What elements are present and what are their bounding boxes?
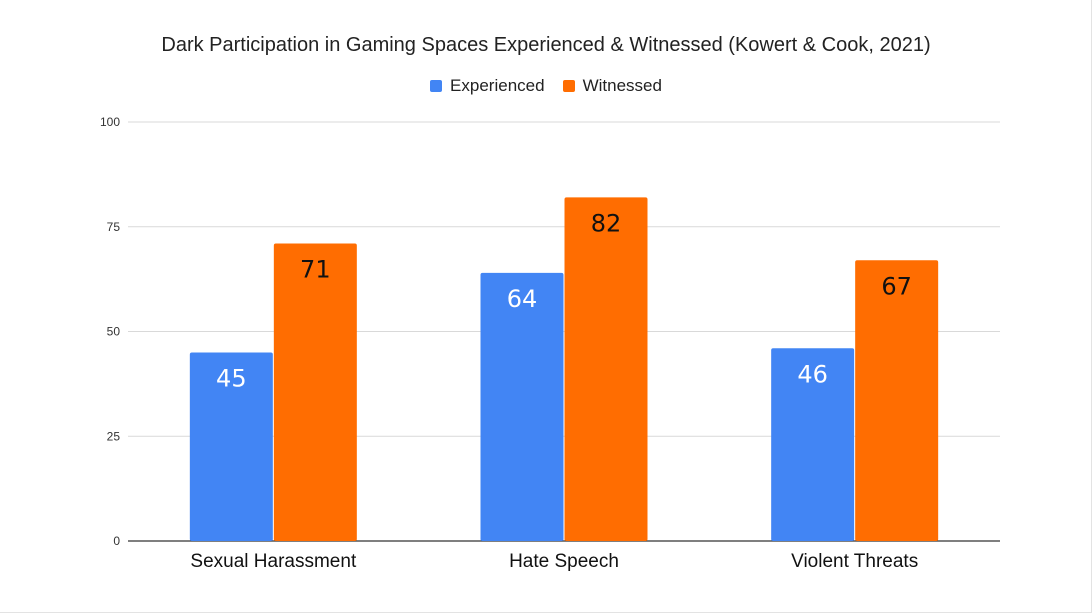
y-tick-label-25: 25 xyxy=(107,429,121,443)
y-tick-label-50: 50 xyxy=(107,325,121,339)
data-label-witnessed-violent-threats: 67 xyxy=(881,272,912,300)
bar-witnessed-hate-speech xyxy=(564,197,648,542)
legend-item-experienced: Experienced xyxy=(430,76,545,96)
bar-witnessed-sexual-harassment xyxy=(273,243,357,541)
x-tick-label-hate-speech: Hate Speech xyxy=(509,551,619,572)
legend: Experienced Witnessed xyxy=(0,76,1092,96)
y-tick-label-0: 0 xyxy=(113,534,120,548)
chart-title: Dark Participation in Gaming Spaces Expe… xyxy=(161,34,931,56)
y-tick-label-75: 75 xyxy=(107,220,121,234)
data-label-experienced-violent-threats: 46 xyxy=(797,360,828,388)
data-label-witnessed-hate-speech: 82 xyxy=(591,209,622,237)
legend-label-experienced: Experienced xyxy=(450,76,545,95)
bar-experienced-sexual-harassment xyxy=(189,352,273,541)
y-tick-label-100: 100 xyxy=(100,115,120,129)
legend-swatch-witnessed xyxy=(562,80,575,92)
legend-item-witnessed: Witnessed xyxy=(562,76,662,96)
data-label-experienced-hate-speech: 64 xyxy=(507,285,538,313)
bar-experienced-hate-speech xyxy=(480,272,564,541)
x-tick-label-sexual-harassment: Sexual Harassment xyxy=(190,551,357,572)
x-tick-label-violent-threats: Violent Threats xyxy=(791,551,918,572)
data-label-witnessed-sexual-harassment: 71 xyxy=(300,256,331,284)
bar-witnessed-violent-threats xyxy=(855,260,939,541)
legend-label-witnessed: Witnessed xyxy=(582,76,662,95)
legend-swatch-experienced xyxy=(430,80,443,92)
bar-experienced-violent-threats xyxy=(771,348,855,541)
data-label-experienced-sexual-harassment: 45 xyxy=(216,364,247,392)
